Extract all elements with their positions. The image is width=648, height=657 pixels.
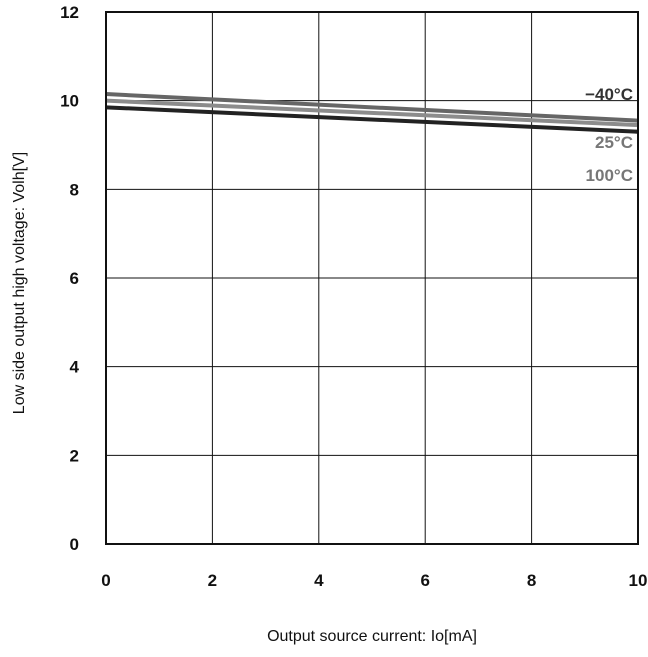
series-labels: −40°C 25°C 100°C [585, 85, 633, 185]
x-tick-label: 0 [101, 571, 110, 590]
y-tick-label: 6 [70, 269, 79, 288]
series-lines [105, 92, 639, 134]
grid-lines [106, 12, 638, 544]
y-axis-title: Low side output high voltage: Volh[V] [11, 152, 28, 414]
y-tick-label: 8 [70, 180, 79, 199]
series-label: 25°C [595, 133, 633, 152]
y-tick-label: 2 [70, 446, 79, 465]
y-tick-label: 10 [60, 92, 79, 111]
y-tick-label: 12 [60, 3, 79, 22]
x-tick-label: 8 [527, 571, 536, 590]
x-tick-label: 6 [420, 571, 429, 590]
series-label: −40°C [585, 85, 633, 104]
series-line [105, 98, 639, 128]
x-axis-title: Output source current: Io[mA] [267, 628, 477, 645]
x-tick-label: 4 [314, 571, 324, 590]
y-tick-label: 4 [70, 358, 80, 377]
x-tick-label: 10 [629, 571, 648, 590]
plot-frame [105, 11, 639, 545]
x-tick-labels: 0 2 4 6 8 10 [101, 571, 647, 590]
y-tick-labels: 0 2 4 6 8 10 12 [60, 3, 79, 554]
series-label: 100°C [586, 166, 633, 185]
series-line [105, 92, 639, 123]
y-tick-label: 0 [70, 535, 79, 554]
series-line [105, 105, 639, 134]
x-tick-label: 2 [208, 571, 217, 590]
